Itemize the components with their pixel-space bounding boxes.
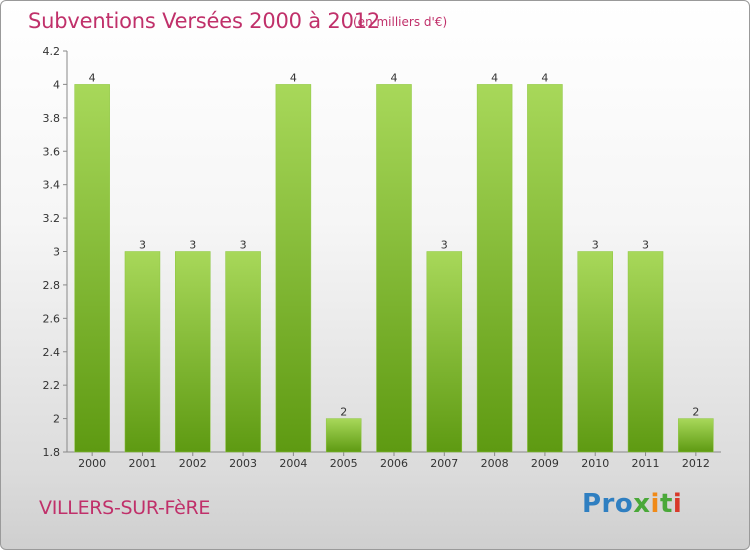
logo-part: i [672, 489, 683, 519]
bar-value-label: 2 [340, 406, 347, 419]
x-tick-label: 2011 [632, 457, 660, 470]
bar-value-label: 3 [139, 239, 146, 252]
proxiti-logo: Proxiti [582, 489, 682, 519]
bar-value-label: 3 [642, 239, 649, 252]
x-tick-label: 2009 [531, 457, 559, 470]
chart-subtitle: (en milliers d'€) [353, 15, 448, 29]
y-tick-label: 2.4 [43, 346, 61, 359]
bar-2006 [376, 84, 412, 453]
bar-2001 [124, 251, 161, 453]
bar-2005 [325, 418, 362, 453]
x-tick-label: 2002 [179, 457, 207, 470]
bar-2011 [627, 251, 664, 453]
y-tick-label: 4.2 [43, 45, 61, 58]
bar-value-label: 4 [89, 71, 96, 84]
bar-value-label: 4 [491, 71, 498, 84]
bar-2000 [74, 84, 110, 453]
logo-part: x [633, 489, 651, 519]
commune-name: VILLERS-SUR-FèRE [39, 497, 211, 519]
y-tick-label: 3.4 [43, 179, 61, 192]
bar-value-label: 4 [541, 71, 548, 84]
bar-2009 [527, 84, 563, 453]
bar-value-label: 3 [441, 239, 448, 252]
x-tick-label: 2004 [279, 457, 307, 470]
bar-2004 [275, 84, 312, 453]
y-tick-label: 3.6 [43, 145, 61, 158]
bar-value-label: 4 [391, 71, 398, 84]
y-tick-label: 2.8 [43, 279, 61, 292]
x-tick-label: 2012 [682, 457, 710, 470]
y-tick-label: 3.8 [43, 112, 61, 125]
x-tick-label: 2010 [581, 457, 609, 470]
bar-2007 [426, 251, 463, 453]
bar-value-label: 3 [592, 239, 599, 252]
x-tick-label: 2000 [78, 457, 106, 470]
bar-value-label: 3 [189, 239, 196, 252]
y-tick-label: 3 [53, 246, 60, 259]
x-tick-label: 2006 [380, 457, 408, 470]
x-tick-label: 2007 [430, 457, 458, 470]
bar-value-label: 3 [240, 239, 247, 252]
logo-part: i [650, 489, 660, 519]
bar-value-label: 4 [290, 71, 297, 84]
x-tick-label: 2001 [128, 457, 156, 470]
bar-2008 [476, 84, 513, 453]
logo-part: Pro [582, 489, 634, 519]
bar-chart: 1.8 2 2.2 2.4 2.6 2.8 3 3.2 3.4 3.6 3.8 4 4.2 4 2000 3… [43, 45, 721, 470]
x-tick-label: 2003 [229, 457, 257, 470]
x-tick-label: 2005 [330, 457, 358, 470]
y-tick-label: 2.6 [43, 312, 61, 325]
bar-2003 [225, 251, 261, 453]
y-tick-label: 2.2 [43, 379, 61, 392]
chart-title: Subventions Versées 2000 à 2012 [28, 9, 381, 33]
bar-2012 [678, 418, 714, 453]
bar-value-label: 2 [692, 406, 699, 419]
logo-part: t [659, 489, 673, 519]
y-tick-label: 4 [53, 78, 60, 91]
y-tick-label: 1.8 [43, 446, 61, 459]
bar-2002 [175, 251, 211, 453]
y-tick-label: 2 [53, 413, 60, 426]
bar-2010 [577, 251, 613, 453]
y-tick-label: 3.2 [43, 212, 61, 225]
x-tick-label: 2008 [481, 457, 509, 470]
